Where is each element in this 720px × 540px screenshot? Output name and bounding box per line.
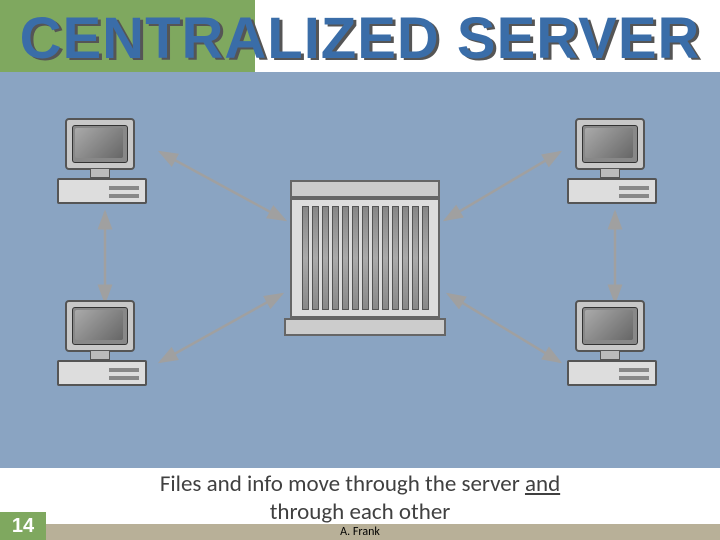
arrow <box>160 152 285 220</box>
slide: CENTRALIZED SERVER Files and info move t… <box>0 0 720 540</box>
caption-and: and <box>525 470 560 498</box>
author: A. Frank <box>0 525 720 539</box>
computer-icon <box>55 300 155 390</box>
caption: Files and info move through the server a… <box>0 470 720 526</box>
caption-text-2: through each other <box>270 498 451 526</box>
caption-text-1: Files and info move through the server <box>160 470 525 498</box>
slide-title: CENTRALIZED SERVER <box>0 5 720 72</box>
arrow <box>448 294 560 362</box>
arrow <box>445 152 560 220</box>
arrow <box>160 294 282 362</box>
computer-icon <box>55 118 155 208</box>
computer-icon <box>565 300 665 390</box>
server-icon <box>290 180 440 340</box>
computer-icon <box>565 118 665 208</box>
